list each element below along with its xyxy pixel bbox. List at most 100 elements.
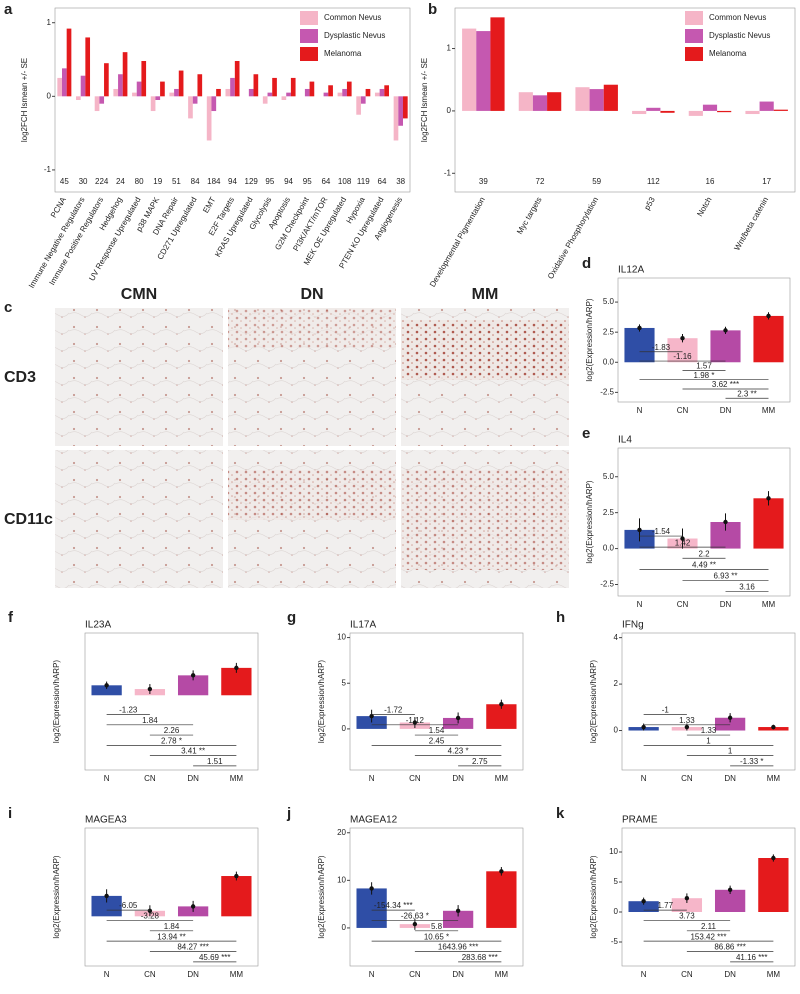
x-tick-label: CN	[681, 970, 693, 979]
bar	[211, 96, 217, 112]
x-tick-label: CN	[144, 970, 156, 979]
mean-point	[727, 887, 733, 892]
bar	[225, 88, 231, 97]
bar	[188, 96, 193, 119]
panel-letter: h	[556, 609, 565, 626]
comparison-label: -1	[662, 706, 670, 715]
y-tick-label: -1	[44, 165, 52, 174]
y-tick-label: 0.0	[603, 544, 615, 553]
gene-count: 224	[95, 177, 109, 186]
micrograph	[55, 308, 223, 446]
comparison-label: -154.34 ***	[374, 901, 413, 910]
bar	[745, 110, 760, 115]
mean-point	[147, 908, 153, 913]
mean-point	[766, 496, 771, 501]
x-tick-label: Wnt/beta catenin	[732, 196, 770, 253]
bar	[323, 92, 329, 97]
bar	[624, 327, 655, 363]
bar	[136, 81, 142, 97]
micrograph-stain	[228, 470, 396, 520]
bar	[197, 74, 203, 97]
mean-point	[147, 686, 153, 692]
comparison-label: 5.8	[431, 922, 443, 931]
mean-point	[723, 519, 728, 525]
bar	[178, 70, 184, 97]
comparison-label: 3.16	[739, 583, 755, 592]
legend-swatch	[685, 11, 703, 25]
bar	[360, 96, 366, 104]
x-tick-label: N	[104, 774, 110, 783]
comparison-label: 2.26	[164, 726, 180, 735]
micrographs	[55, 308, 569, 588]
mean-point	[369, 886, 374, 891]
y-tick-label: 5.0	[603, 472, 615, 481]
mean-point	[190, 673, 196, 678]
bar	[248, 88, 254, 97]
gene-count: 38	[396, 177, 405, 186]
mean-point	[637, 527, 642, 533]
y-tick-label: 1	[447, 44, 452, 53]
comparison-label: 1.77	[657, 901, 673, 910]
y-tick-label: 20	[337, 828, 346, 837]
y-tick-label: 0	[614, 726, 619, 735]
y-axis-label: log2(Expression/hARP)	[585, 480, 594, 563]
bar	[710, 330, 741, 363]
row-label: CD3	[4, 369, 36, 386]
comparison-label: 13.94 **	[157, 932, 185, 941]
chart-title: IL17A	[350, 620, 376, 631]
comparison-label: -3.28	[141, 912, 160, 921]
bar	[476, 31, 491, 111]
legend-swatch	[300, 11, 318, 25]
micrograph-stain	[228, 308, 396, 348]
comparison-label: 2.45	[429, 736, 445, 745]
x-tick-label: DN	[724, 970, 736, 979]
bar	[442, 717, 474, 729]
legend-label: Melanoma	[324, 49, 362, 58]
bar	[76, 96, 81, 100]
bar	[206, 96, 212, 141]
comparison-label: 1643.96 ***	[438, 943, 478, 952]
comparison-label: 45.69 ***	[199, 953, 231, 962]
chart-title: PRAME	[622, 815, 658, 826]
comparison-label: 1.98 *	[694, 371, 715, 380]
x-tick-label: MM	[762, 600, 776, 609]
gene-count: 30	[79, 177, 88, 186]
legend-swatch	[685, 29, 703, 43]
y-tick-label: 10	[609, 847, 618, 856]
x-tick-label: DN	[724, 774, 736, 783]
panel-letter: g	[287, 609, 296, 626]
chart-title: MAGEA3	[85, 815, 127, 826]
x-tick-label: DN	[187, 774, 199, 783]
mean-point	[771, 855, 776, 861]
panel-letter: a	[4, 1, 13, 18]
gene-count: 94	[284, 177, 293, 186]
micrograph	[55, 450, 223, 588]
bar	[328, 85, 333, 97]
comparison-label: 1	[706, 736, 711, 745]
gene-count: 129	[245, 177, 259, 186]
comparison-label: 1.57	[696, 361, 712, 370]
bar	[160, 81, 165, 97]
gene-count: 94	[228, 177, 237, 186]
y-tick-label: 10	[337, 875, 346, 884]
mean-point	[455, 908, 461, 913]
mean-point	[766, 313, 771, 319]
x-tick-label: MM	[495, 774, 509, 783]
mean-point	[104, 683, 109, 688]
bar	[759, 101, 774, 111]
x-tick-label: CN	[409, 774, 421, 783]
bar	[532, 95, 548, 111]
bar	[91, 895, 122, 917]
mean-point	[637, 325, 642, 331]
x-tick-label: DN	[452, 774, 464, 783]
gene-count: 119	[357, 177, 370, 186]
y-tick-label: 0	[47, 91, 52, 100]
x-tick-label: p53	[642, 195, 657, 212]
comparison-label: -1.54	[652, 527, 671, 536]
bar	[547, 92, 562, 111]
bar	[85, 37, 91, 97]
y-tick-label: 2	[614, 679, 619, 688]
y-tick-label: 0	[447, 106, 452, 115]
x-tick-label: EMT	[201, 195, 217, 214]
comparison-label: 2.3 **	[737, 389, 757, 398]
